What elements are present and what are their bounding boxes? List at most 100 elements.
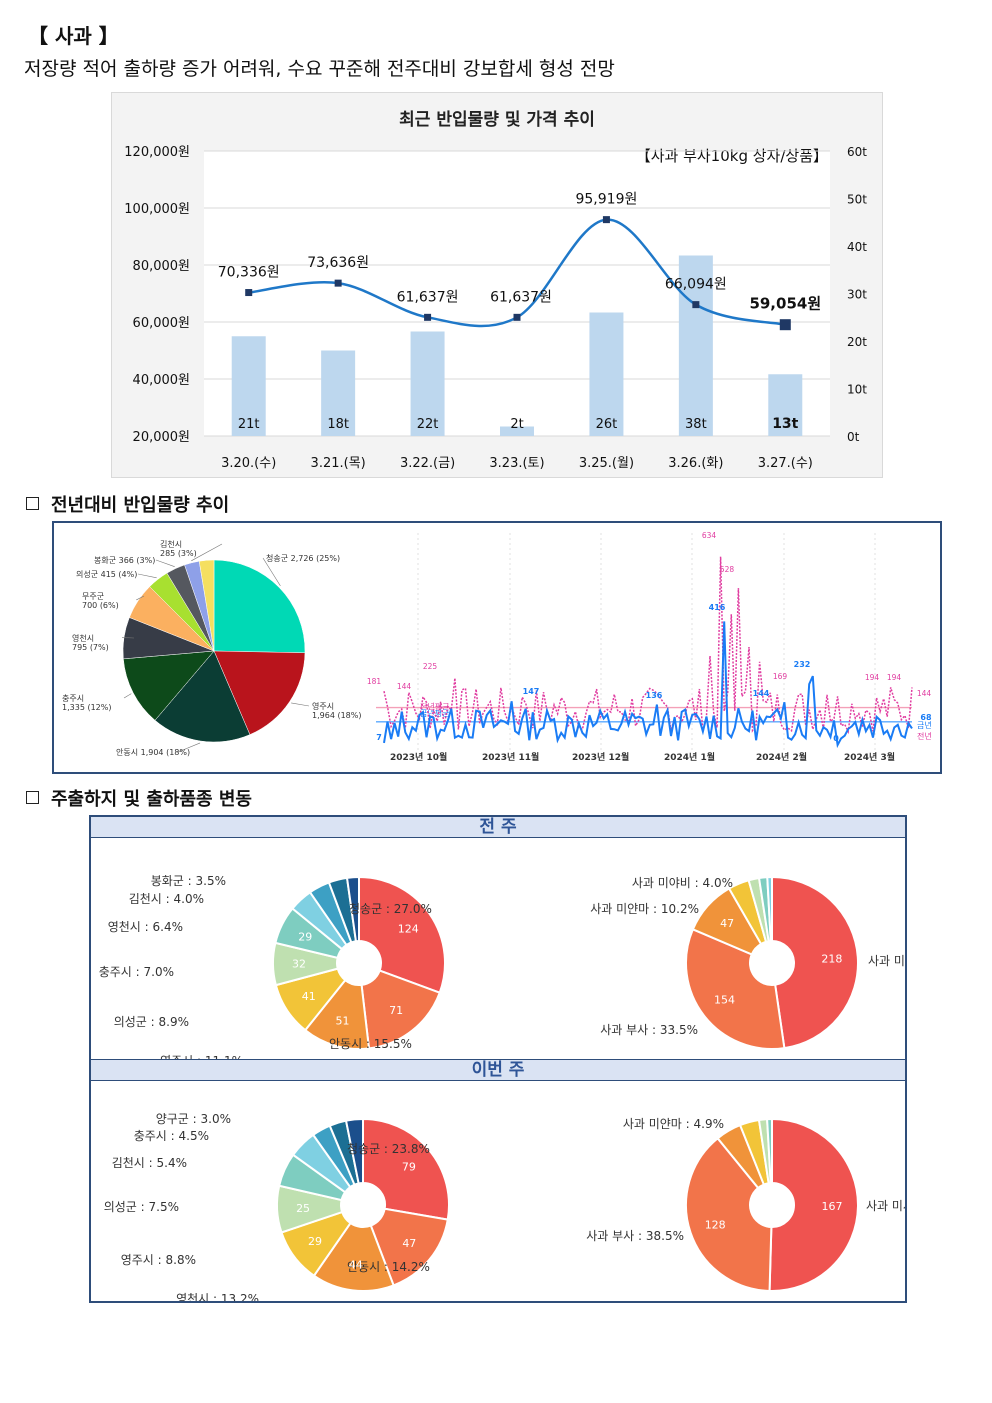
donut-value-label: 25	[296, 1202, 310, 1215]
prev-year-data-label: 169	[773, 672, 788, 681]
donut-value-label: 29	[298, 930, 312, 943]
shipment-panel: 전 주 124 청송군 : 27.0% 71 안동시 : 15.5% 51 영주시 : 1…	[89, 815, 907, 1303]
pie-slice	[213, 650, 306, 735]
this-variety-donut: 167 사과 미시마 : 50.4% 128 사과 부사 : 38.5% 사과 미얀마 …	[586, 1117, 905, 1292]
x-tick-label: 3.25.(월)	[579, 456, 634, 471]
pie-slice	[771, 875, 859, 1050]
right-tick-label: 50t	[847, 193, 867, 207]
right-tick-label: 0t	[847, 430, 860, 444]
yoy-section-title: 전년대비 반입물량 추이	[51, 495, 230, 516]
pie-slice-label: 의성군 415 (4%)	[76, 569, 137, 579]
ship-section-heading: 주출하지 및 출하품종 변동	[26, 785, 252, 811]
pie-leader-line	[177, 742, 201, 753]
price-volume-chart-panel: 최근 반입물량 및 가격 추이 【사과 부사10kg 상자/상품】 120,000원…	[111, 92, 883, 478]
price-label: 59,054원	[749, 295, 821, 313]
donut-slice-label: 사과 부사 : 33.5%	[600, 1023, 698, 1037]
donut-slice-label: 사과 미시마 : 50.4%	[866, 1199, 905, 1213]
prev-year-data-label: 194	[865, 673, 880, 682]
volume-bar	[410, 331, 445, 436]
this-year-data-label: 144	[753, 689, 770, 698]
donut-slice-label: 사과 미얀마 : 4.9%	[623, 1117, 724, 1131]
x-tick-label: 3.26.(화)	[668, 456, 723, 471]
price-label: 61,637원	[397, 289, 459, 305]
prev-variety-donut: 218 사과 미시마 : 47.4% 154 사과 부사 : 33.5% 47 사과 미얀…	[590, 875, 905, 1050]
prev-year-legend-label: 전년	[917, 731, 932, 741]
pie-leader-line	[123, 693, 132, 699]
section-title: 【 사과 】	[28, 24, 119, 48]
donut-value-label: 218	[821, 953, 842, 966]
donut-value-label: 79	[402, 1160, 416, 1173]
donut-value-label: 47	[402, 1237, 416, 1250]
pie-slice-label: 영천시 795 (7%)	[72, 633, 109, 652]
pie-slice	[344, 1117, 364, 1185]
donut-slice-label: 양구군 : 3.0%	[156, 1112, 231, 1126]
price-volume-chart: 최근 반입물량 및 가격 추이 【사과 부사10kg 상자/상품】 120,000원…	[124, 110, 867, 471]
x-tick-label: 2023년 12월	[572, 751, 629, 763]
x-tick-label: 3.22.(금)	[400, 456, 455, 471]
volume-bar-label: 21t	[238, 417, 260, 432]
origin-pie-chart: 청송군 2,726 (25%) 영주시 1,964 (18%) 안동시 1,904 (…	[62, 539, 361, 757]
donut-slice-label: 의성군 : 7.5%	[104, 1200, 179, 1214]
donut-slice-label: 청송군 : 23.8%	[347, 1142, 430, 1156]
x-tick-label: 2024년 1월	[664, 751, 715, 763]
this-year-data-label: 416	[709, 603, 726, 612]
prev-year-data-label: 634	[702, 531, 717, 540]
pie-slice	[369, 1207, 449, 1287]
donut-slice-label: 영주시 : 11.1%	[160, 1054, 243, 1059]
right-tick-label: 60t	[847, 145, 867, 159]
right-tick-label: 30t	[847, 288, 867, 302]
donut-slice-label: 사과 부사 : 38.5%	[586, 1229, 684, 1243]
donut-slice-label: 영천시 : 13.2%	[176, 1291, 259, 1301]
donut-slice-label: 김천시 : 4.0%	[129, 891, 204, 906]
donut-slice-label: 충주시 : 7.0%	[99, 965, 174, 979]
x-tick-label: 3.27.(수)	[758, 456, 813, 471]
this-year-data-label: 7	[376, 733, 382, 742]
pie-slice	[362, 1117, 450, 1221]
donut-slice-label: 청송군 : 27.0%	[349, 902, 432, 916]
price-marker	[334, 279, 342, 287]
pie-slice	[123, 650, 215, 721]
plot-area	[204, 151, 830, 436]
pie-leader-line	[262, 557, 281, 587]
this-year-data-label: 136	[646, 691, 663, 700]
chart-annotation: 【사과 부사10kg 상자/상품】	[636, 147, 828, 165]
yoy-section-heading: 전년대비 반입물량 추이	[26, 491, 229, 517]
volume-bar	[589, 312, 624, 436]
donut-value-label: 41	[302, 990, 316, 1003]
checkbox-square-icon	[26, 791, 39, 804]
x-tick-label: 2023년 11월	[482, 751, 539, 763]
price-marker	[513, 313, 521, 321]
donut-slice-label: 안동시 : 14.2%	[347, 1260, 430, 1274]
pie-slice	[358, 875, 446, 995]
left-tick-label: 100,000원	[124, 202, 190, 217]
donut-slice-label: 의성군 : 8.9%	[114, 1015, 189, 1029]
x-tick-label: 2024년 3월	[844, 751, 895, 763]
pie-slice-label: 무주군 700 (6%)	[82, 592, 119, 610]
donut-value-label: 71	[389, 1004, 403, 1017]
prev-year-data-label: 181	[367, 677, 382, 686]
donut-slice-label: 안동시 : 15.5%	[329, 1037, 412, 1051]
price-label: 70,336원	[218, 265, 280, 281]
donut-slice-label: 사과 미야비 : 4.0%	[632, 876, 733, 890]
prev-origin-donut: 124 청송군 : 27.0% 71 안동시 : 15.5% 51 영주시 : 11.1%…	[99, 874, 446, 1059]
donut-value-label: 44	[349, 1259, 363, 1272]
donut-value-label: 32	[292, 958, 306, 971]
donut-slice-label: 영천시 : 6.4%	[108, 919, 183, 934]
right-tick-label: 40t	[847, 240, 867, 254]
pie-slice	[312, 1221, 395, 1292]
band-previous-week: 전 주	[91, 817, 905, 838]
checkbox-square-icon	[26, 497, 39, 510]
donut-value-label: 128	[705, 1218, 726, 1231]
volume-bar	[500, 426, 534, 436]
this-year-series-line	[383, 621, 913, 749]
donut-slice-label: 영주시 : 8.8%	[121, 1253, 196, 1267]
donut-value-label: 167	[821, 1200, 842, 1213]
headline: 저장량 적어 출하량 증가 어려워, 수요 꾸준해 전주대비 강보합세 형성 전…	[24, 58, 615, 80]
this-year-data-label: 147	[523, 687, 540, 696]
pie-leader-line	[191, 543, 223, 562]
pie-slice	[154, 650, 251, 743]
pie-slice	[685, 1136, 773, 1292]
volume-bar-label: 2t	[510, 417, 523, 432]
left-tick-label: 80,000원	[133, 259, 190, 274]
donut-slice-label: 봉화군 : 3.5%	[151, 874, 226, 888]
